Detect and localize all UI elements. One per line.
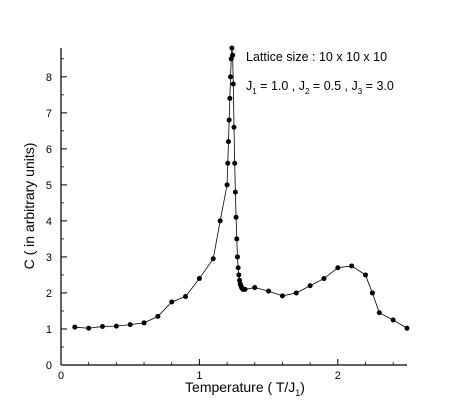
data-point — [376, 310, 382, 316]
x-axis-label-close: ) — [300, 379, 305, 395]
data-point — [230, 81, 236, 87]
data-point — [228, 74, 234, 80]
j3-symbol: J — [352, 79, 358, 93]
data-point — [234, 254, 240, 260]
series-layer — [72, 45, 410, 331]
j3-value: = 3.0 — [362, 79, 394, 93]
data-point — [404, 325, 410, 331]
data-point — [86, 325, 92, 331]
data-point — [227, 95, 233, 101]
data-point — [127, 322, 133, 328]
x-tick-label: 0 — [58, 370, 64, 382]
data-point — [231, 124, 237, 130]
x-axis-label-main: Temperature ( T/J — [185, 379, 295, 395]
data-point — [235, 265, 241, 271]
data-point — [225, 160, 231, 166]
j1-value: = 1.0 , — [257, 79, 299, 93]
y-tick-label: 4 — [46, 216, 52, 228]
annotation-lattice: Lattice size : 10 x 10 x 10 — [246, 50, 387, 64]
data-point — [232, 189, 238, 195]
data-point — [224, 182, 230, 188]
data-point — [183, 294, 189, 300]
j1-subscript: 1 — [252, 87, 257, 96]
data-point — [169, 299, 175, 305]
y-tick-label: 5 — [46, 180, 52, 192]
data-point — [307, 283, 313, 289]
data-point — [232, 160, 238, 166]
x-tick-label: 1 — [196, 370, 202, 382]
data-point — [217, 218, 223, 224]
data-point — [141, 320, 147, 326]
data-point — [225, 139, 231, 145]
axes — [60, 48, 407, 366]
annotation-block: Lattice size : 10 x 10 x 10 J1 = 1.0 , J… — [246, 50, 394, 96]
x-axis-label-subscript: 1 — [295, 388, 300, 398]
y-axis-label: C ( in arbitrary units) — [21, 143, 37, 270]
data-point — [321, 276, 327, 282]
annotation-coupling: J1 = 1.0 , J2 = 0.5 , J3 = 3.0 — [246, 79, 394, 96]
data-point — [230, 52, 236, 58]
data-point — [234, 236, 240, 242]
data-point — [210, 256, 216, 262]
j1-symbol: J — [246, 79, 252, 93]
data-point — [196, 276, 202, 282]
x-tick-label: 2 — [335, 370, 341, 382]
data-point — [349, 263, 355, 269]
j2-subscript: 2 — [305, 87, 310, 96]
y-tick-label: 2 — [46, 288, 52, 300]
data-point — [236, 272, 242, 278]
data-point — [252, 285, 258, 291]
data-point — [390, 317, 396, 323]
data-point — [279, 293, 285, 299]
data-point — [155, 313, 161, 319]
y-tick-label: 6 — [46, 144, 52, 156]
y-tick-label: 8 — [46, 72, 52, 84]
ticks: 0 1 2 0 1 2 3 4 5 6 7 8 — [46, 58, 394, 382]
data-point — [100, 323, 106, 329]
data-point — [266, 288, 272, 294]
j2-symbol: J — [299, 79, 305, 93]
data-point — [113, 323, 119, 329]
y-tick-label: 0 — [46, 360, 52, 372]
data-point — [362, 272, 368, 278]
j2-value: = 0.5 , — [309, 79, 351, 93]
data-point — [242, 286, 248, 292]
data-point — [226, 117, 232, 123]
data-point — [369, 290, 375, 296]
y-tick-label: 3 — [46, 252, 52, 264]
data-point — [229, 45, 235, 51]
data-point — [293, 290, 299, 296]
j3-subscript: 3 — [358, 87, 363, 96]
data-point — [233, 214, 239, 220]
data-point — [335, 265, 341, 271]
y-tick-label: 1 — [46, 324, 52, 336]
x-axis-label: Temperature ( T/J1) — [185, 379, 305, 398]
y-tick-label: 7 — [46, 108, 52, 120]
data-point — [72, 324, 78, 330]
